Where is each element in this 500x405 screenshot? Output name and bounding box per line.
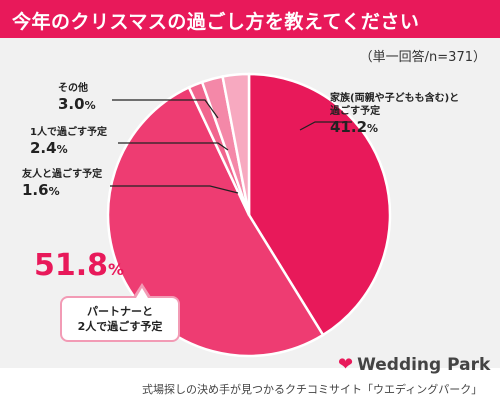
label-other: その他 3.0%	[58, 82, 96, 115]
label-family-line1: 家族(両親や子どもも含む)と	[330, 93, 460, 104]
slice-partner	[106, 85, 325, 358]
label-family: 家族(両親や子どもも含む)と 過ごす予定 41.2%	[330, 92, 459, 138]
label-friends-name: 友人と過ごす予定	[22, 169, 103, 180]
label-other-value: 3.0	[58, 95, 85, 113]
label-family-unit: %	[367, 122, 379, 135]
label-alone-name: 1人で過ごす予定	[30, 127, 108, 138]
label-family-value: 41.2	[330, 118, 368, 136]
label-friends: 友人と過ごす予定 1.6%	[22, 168, 102, 201]
slice-other	[221, 72, 251, 216]
leader-friends	[110, 185, 239, 194]
leader-other	[112, 99, 219, 119]
callout-tail-inner	[136, 288, 148, 298]
label-friends-unit: %	[48, 185, 60, 198]
heart-icon: ❤	[338, 354, 354, 375]
label-alone: 1人で過ごす予定 2.4%	[30, 126, 107, 159]
callout-partner-line1: パートナーと	[87, 305, 153, 318]
brand-name: Wedding Park	[357, 355, 491, 375]
brand-logo: ❤ Wedding Park	[338, 355, 490, 375]
label-family-line2: 過ごす予定	[330, 106, 381, 117]
label-alone-value: 2.4	[30, 139, 57, 157]
chart-title: 今年のクリスマスの過ごし方を教えてください	[12, 11, 420, 33]
label-other-unit: %	[84, 99, 96, 112]
leader-alone	[118, 142, 229, 151]
callout-partner: パートナーと 2人で過ごす予定	[60, 296, 180, 342]
label-partner-value-wrap: 51.8%	[34, 248, 124, 283]
label-friends-value: 1.6	[22, 181, 49, 199]
label-alone-unit: %	[56, 143, 68, 156]
header-bar: 今年のクリスマスの過ごし方を教えてください	[0, 0, 500, 38]
label-partner-unit: %	[108, 260, 125, 279]
label-other-name: その他	[58, 83, 88, 94]
footer-caption: 式場探しの決め手が見つかるクチコミサイト「ウエディングパーク」	[142, 383, 483, 396]
leader-family	[299, 121, 352, 131]
label-partner-value: 51.8	[34, 248, 109, 283]
chart-subtitle: （単一回答/n=371）	[359, 50, 486, 65]
callout-partner-line2: 2人で過ごす予定	[77, 320, 163, 333]
